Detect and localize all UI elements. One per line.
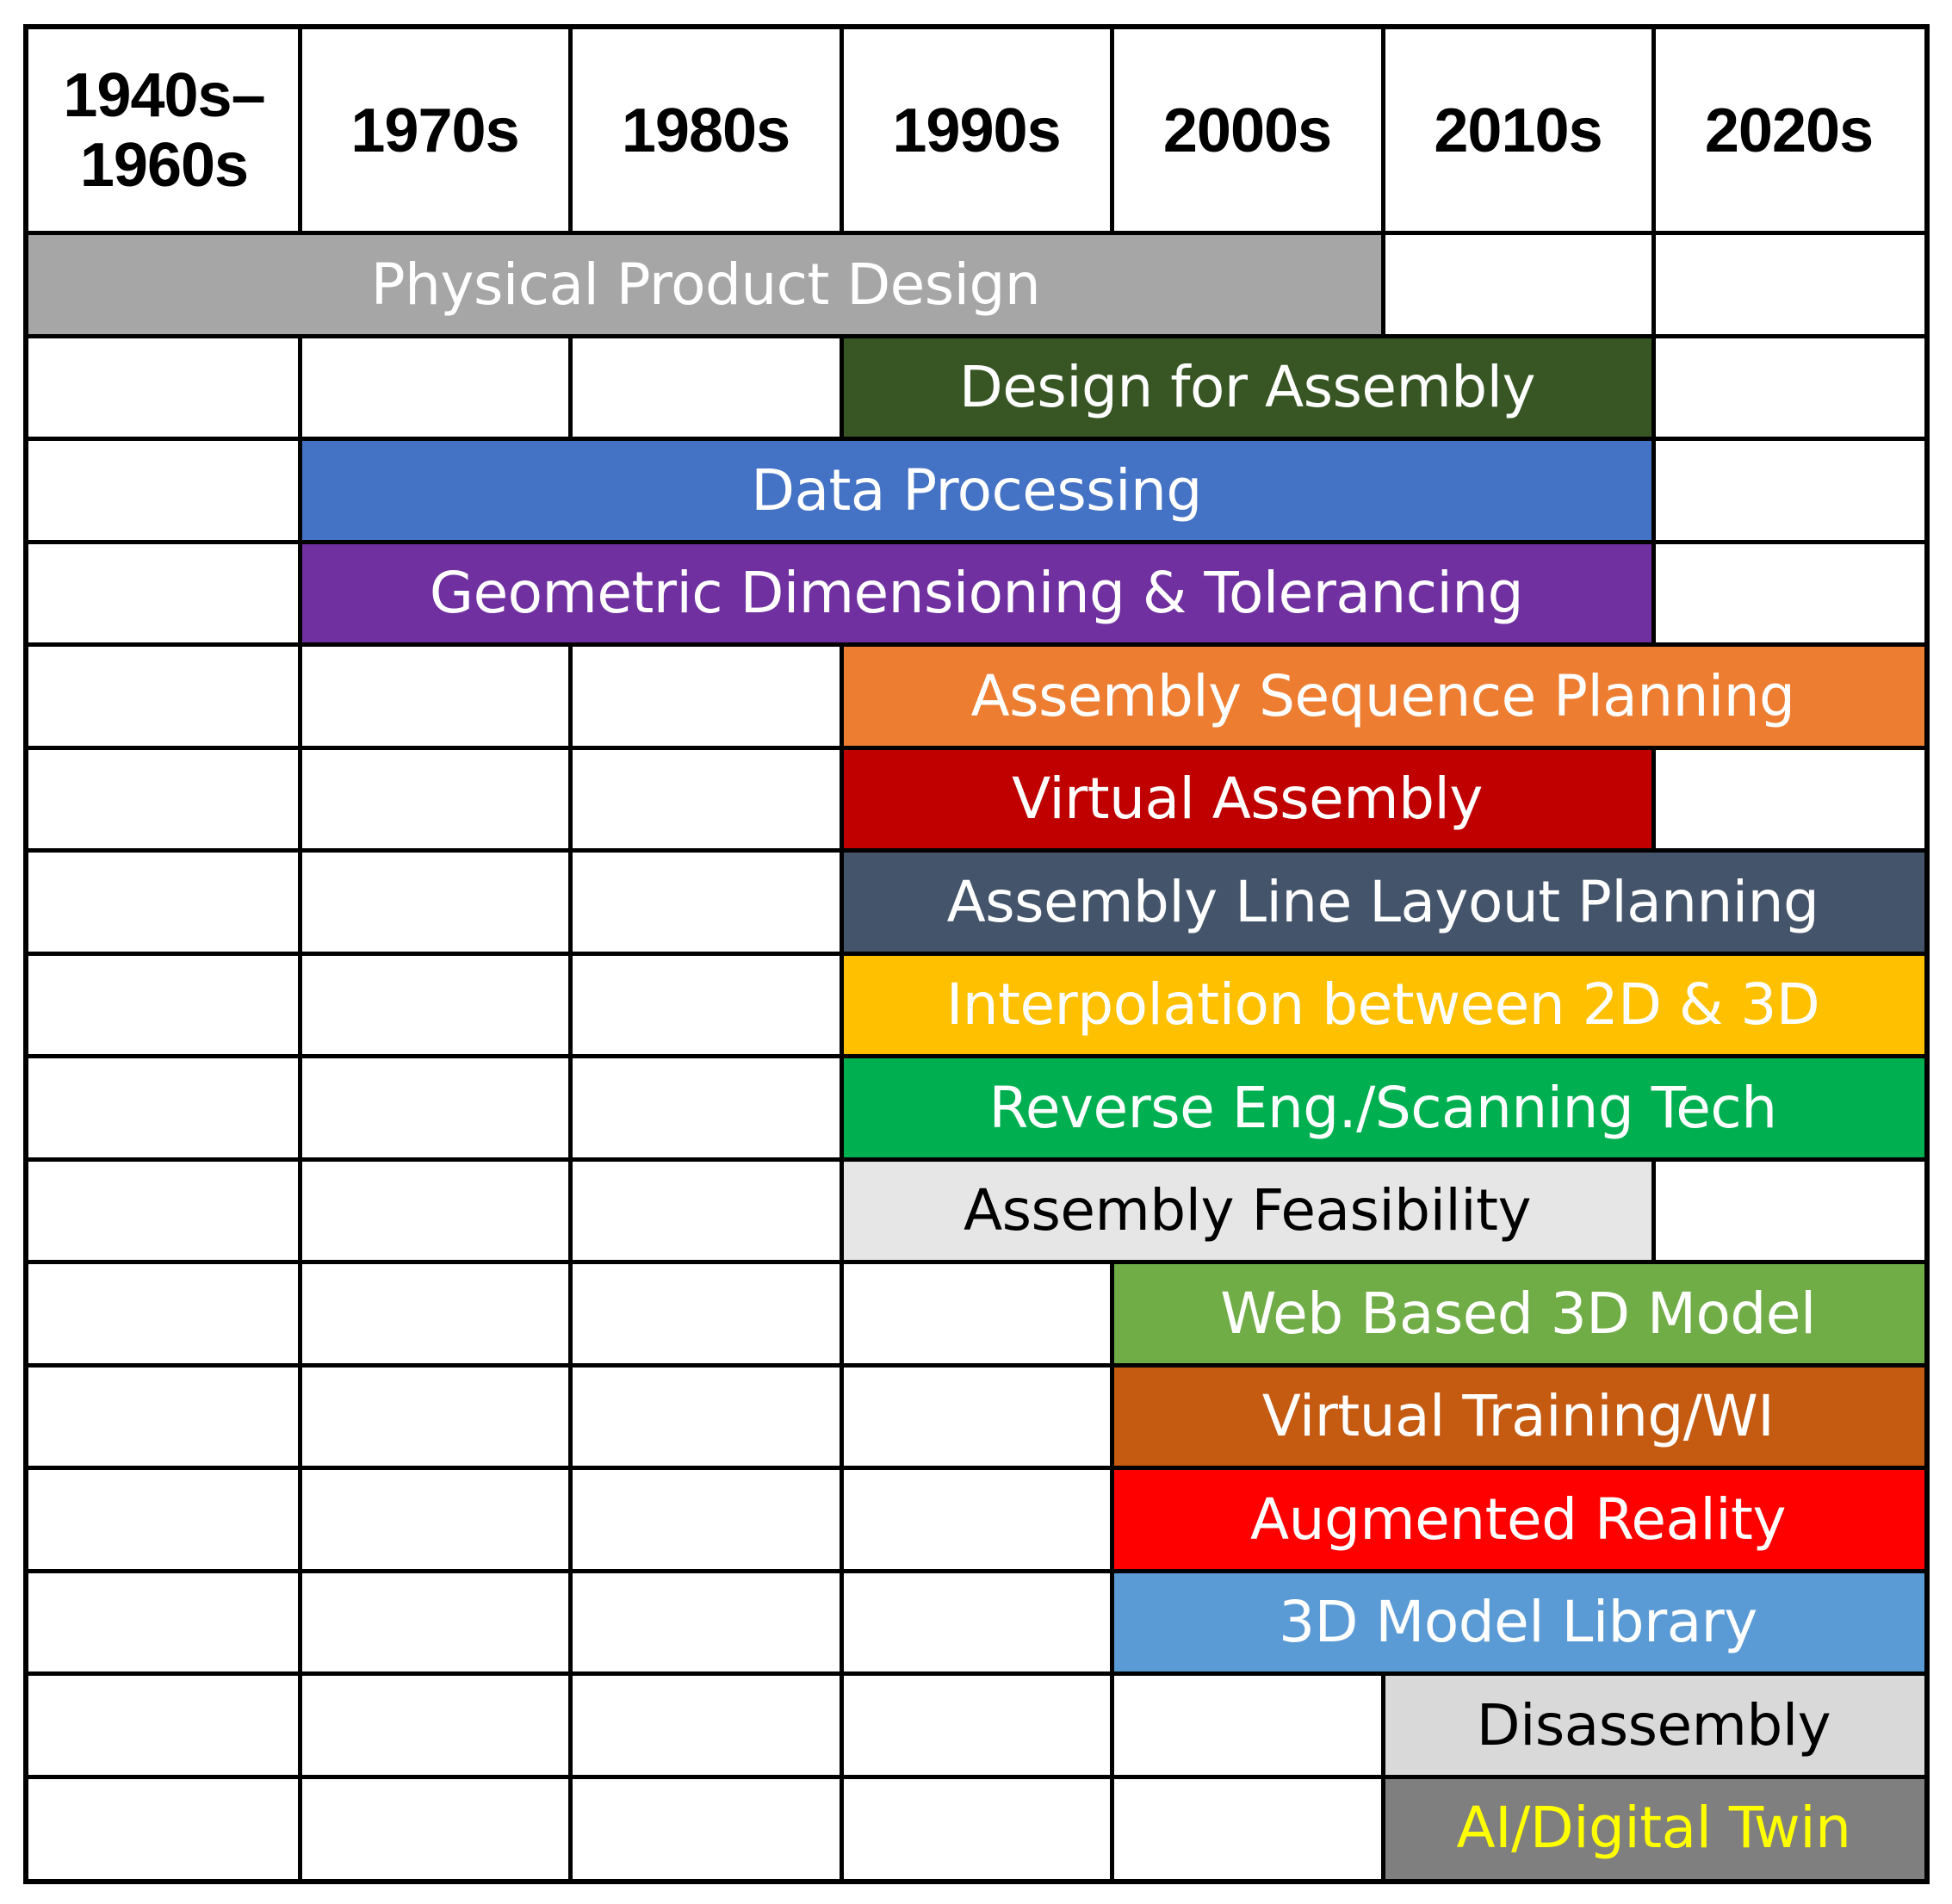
row-divider: [28, 1775, 1924, 1779]
technology-timeline-grid: 1940s– 1960s 1970s 1980s 1990s 2000s 2010s 202…: [23, 24, 1930, 1884]
topic-bar-disassembly: Disassembly: [1383, 1673, 1924, 1777]
row-divider: [28, 231, 1924, 235]
column-divider: [840, 644, 844, 1879]
column-divider: [568, 336, 573, 438]
topic-bar-design-for-assembly: Design for Assembly: [841, 336, 1653, 438]
column-divider: [568, 644, 573, 1879]
row-divider: [28, 334, 1924, 338]
topic-bar-data-processing: Data Processing: [300, 438, 1653, 542]
row-divider: [28, 1157, 1924, 1162]
topic-bar-3d-model-library: 3D Model Library: [1112, 1571, 1924, 1673]
column-divider: [1381, 29, 1385, 336]
column-divider: [1651, 29, 1656, 644]
row-divider: [28, 746, 1924, 750]
topic-bar-ai-digital-twin: AI/Digital Twin: [1383, 1777, 1924, 1879]
topic-bar-assembly-feasibility: Assembly Feasibility: [841, 1159, 1653, 1262]
row-divider: [28, 540, 1924, 544]
column-divider: [1110, 1262, 1114, 1879]
topic-bar-interpolation-between-2d-3d: Interpolation between 2D & 3D: [841, 953, 1924, 1056]
column-divider: [298, 336, 302, 1879]
topic-bar-physical-product-design: Physical Product Design: [28, 233, 1383, 336]
decade-header-0: 1940s– 1960s: [63, 61, 265, 200]
topic-bar-assembly-line-layout-planning: Assembly Line Layout Planning: [841, 850, 1924, 953]
row-divider: [28, 1466, 1924, 1470]
topic-bar-assembly-sequence-planning: Assembly Sequence Planning: [841, 644, 1924, 747]
row-divider: [28, 952, 1924, 956]
row-divider: [28, 1569, 1924, 1573]
column-divider: [298, 29, 302, 233]
column-divider: [1110, 29, 1114, 233]
topic-bar-virtual-assembly: Virtual Assembly: [841, 747, 1653, 850]
row-divider: [28, 848, 1924, 853]
row-divider: [28, 1363, 1924, 1368]
row-divider: [28, 642, 1924, 647]
column-divider: [1381, 1673, 1385, 1879]
column-divider: [840, 29, 844, 233]
row-divider: [28, 437, 1924, 441]
column-divider: [1651, 1159, 1656, 1262]
decade-header-5: 2010s: [1434, 96, 1602, 165]
column-divider: [568, 29, 573, 233]
column-divider: [1651, 747, 1656, 850]
topic-bar-virtual-training-wi: Virtual Training/WI: [1112, 1365, 1924, 1467]
row-divider: [28, 1671, 1924, 1676]
row-divider: [28, 1054, 1924, 1058]
decade-header-1: 1970s: [350, 96, 519, 165]
topic-bar-augmented-reality: Augmented Reality: [1112, 1467, 1924, 1571]
decade-header-3: 1990s: [892, 96, 1061, 165]
topic-bar-geometric-dimensioning-tolerancing: Geometric Dimensioning & Tolerancing: [300, 542, 1653, 644]
topic-bar-reverse-eng-scanning-tech: Reverse Eng./Scanning Tech: [841, 1056, 1924, 1159]
row-divider: [28, 1260, 1924, 1264]
decade-header-6: 2020s: [1704, 96, 1874, 165]
topic-bar-web-based-3d-model: Web Based 3D Model: [1112, 1262, 1924, 1365]
column-divider: [840, 336, 844, 438]
decade-header-2: 1980s: [621, 96, 790, 165]
decade-header-4: 2000s: [1162, 96, 1332, 165]
